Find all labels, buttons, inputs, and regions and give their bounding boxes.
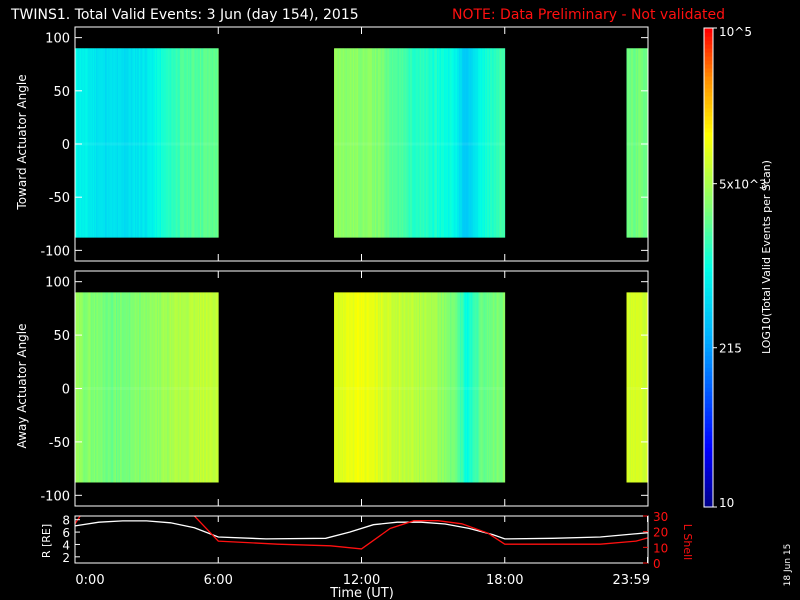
colorbar-gradient [704, 28, 713, 508]
toward-y-tick-label: -50 [49, 191, 70, 206]
away-x-ticks [74, 271, 649, 506]
colorbar-tick-label: 5x10^3 [719, 178, 767, 192]
orbit-left-tick-label: 4 [62, 538, 70, 552]
away-y-axis: 100 50 0 -50 -100 [40, 276, 648, 504]
toward-data-block [334, 48, 506, 238]
time-tick-label: 23:59 [613, 573, 650, 588]
orbit-right-label: L Shell [681, 524, 694, 560]
away-y-tick-label: 50 [53, 329, 70, 344]
orbit-right-tick-label: 0 [653, 557, 661, 571]
date-stamp: 18 Jun 15 [783, 544, 793, 587]
orbit-frame [74, 515, 649, 564]
toward-panel: 100 50 0 -50 -100 [40, 26, 649, 262]
colorbar-frame [703, 27, 714, 508]
away-y-tick-label: 0 [62, 383, 70, 398]
toward-data-block [626, 48, 649, 238]
away-y-tick-label: -50 [49, 436, 70, 451]
away-data-block [75, 292, 219, 483]
colorbar: 10^5 5x10^3 215 10 [703, 25, 767, 510]
orbit-right-tick-label: 30 [653, 510, 668, 524]
colorbar-tick-label: 10^5 [719, 25, 752, 39]
toward-y-tick-label: 0 [62, 138, 70, 153]
orbit-right-tick-label: 10 [653, 541, 668, 555]
away-data-block [334, 292, 506, 483]
time-tick-label: 18:00 [486, 573, 523, 588]
away-data-block [626, 292, 649, 483]
colorbar-tick-label: 215 [719, 342, 742, 356]
time-tick-label: 0:00 [75, 573, 104, 588]
toward-y-tick-label: -100 [40, 244, 70, 259]
r-re-series-line [75, 520, 648, 540]
colorbar-label: LOG10(Total Valid Events per Scan) [760, 160, 773, 354]
toward-ylabel: Toward Actuator Angle [15, 74, 29, 210]
orbit-left-label: R [RE] [40, 524, 53, 558]
toward-y-tick-label: 50 [53, 85, 70, 100]
away-panel: 100 50 0 -50 -100 [40, 270, 649, 507]
toward-x-ticks [74, 27, 649, 261]
orbit-left-tick-label: 8 [62, 514, 70, 528]
preliminary-note: NOTE: Data Preliminary - Not validated [452, 7, 726, 23]
toward-data-block [75, 48, 219, 238]
time-axis: 0:00 6:00 12:00 18:00 23:59 [74, 516, 650, 588]
toward-y-axis: 100 50 0 -50 -100 [40, 32, 648, 259]
orbit-left-tick-label: 2 [62, 551, 70, 565]
l-shell-series-line [75, 516, 648, 550]
orbit-left-tick-label: 6 [62, 526, 70, 540]
time-tick-label: 12:00 [343, 573, 380, 588]
orbit-right-tick-label: 20 [653, 526, 668, 540]
away-y-tick-label: 100 [45, 276, 70, 291]
colorbar-tick-label: 10 [719, 496, 734, 510]
away-ylabel: Away Actuator Angle [15, 323, 29, 448]
time-tick-label: 6:00 [204, 573, 233, 588]
toward-y-tick-label: 100 [45, 32, 70, 47]
away-y-tick-label: -100 [40, 489, 70, 504]
chart-title: TWINS1. Total Valid Events: 3 Jun (day 1… [11, 7, 359, 23]
time-axis-label: Time (UT) [329, 586, 394, 600]
